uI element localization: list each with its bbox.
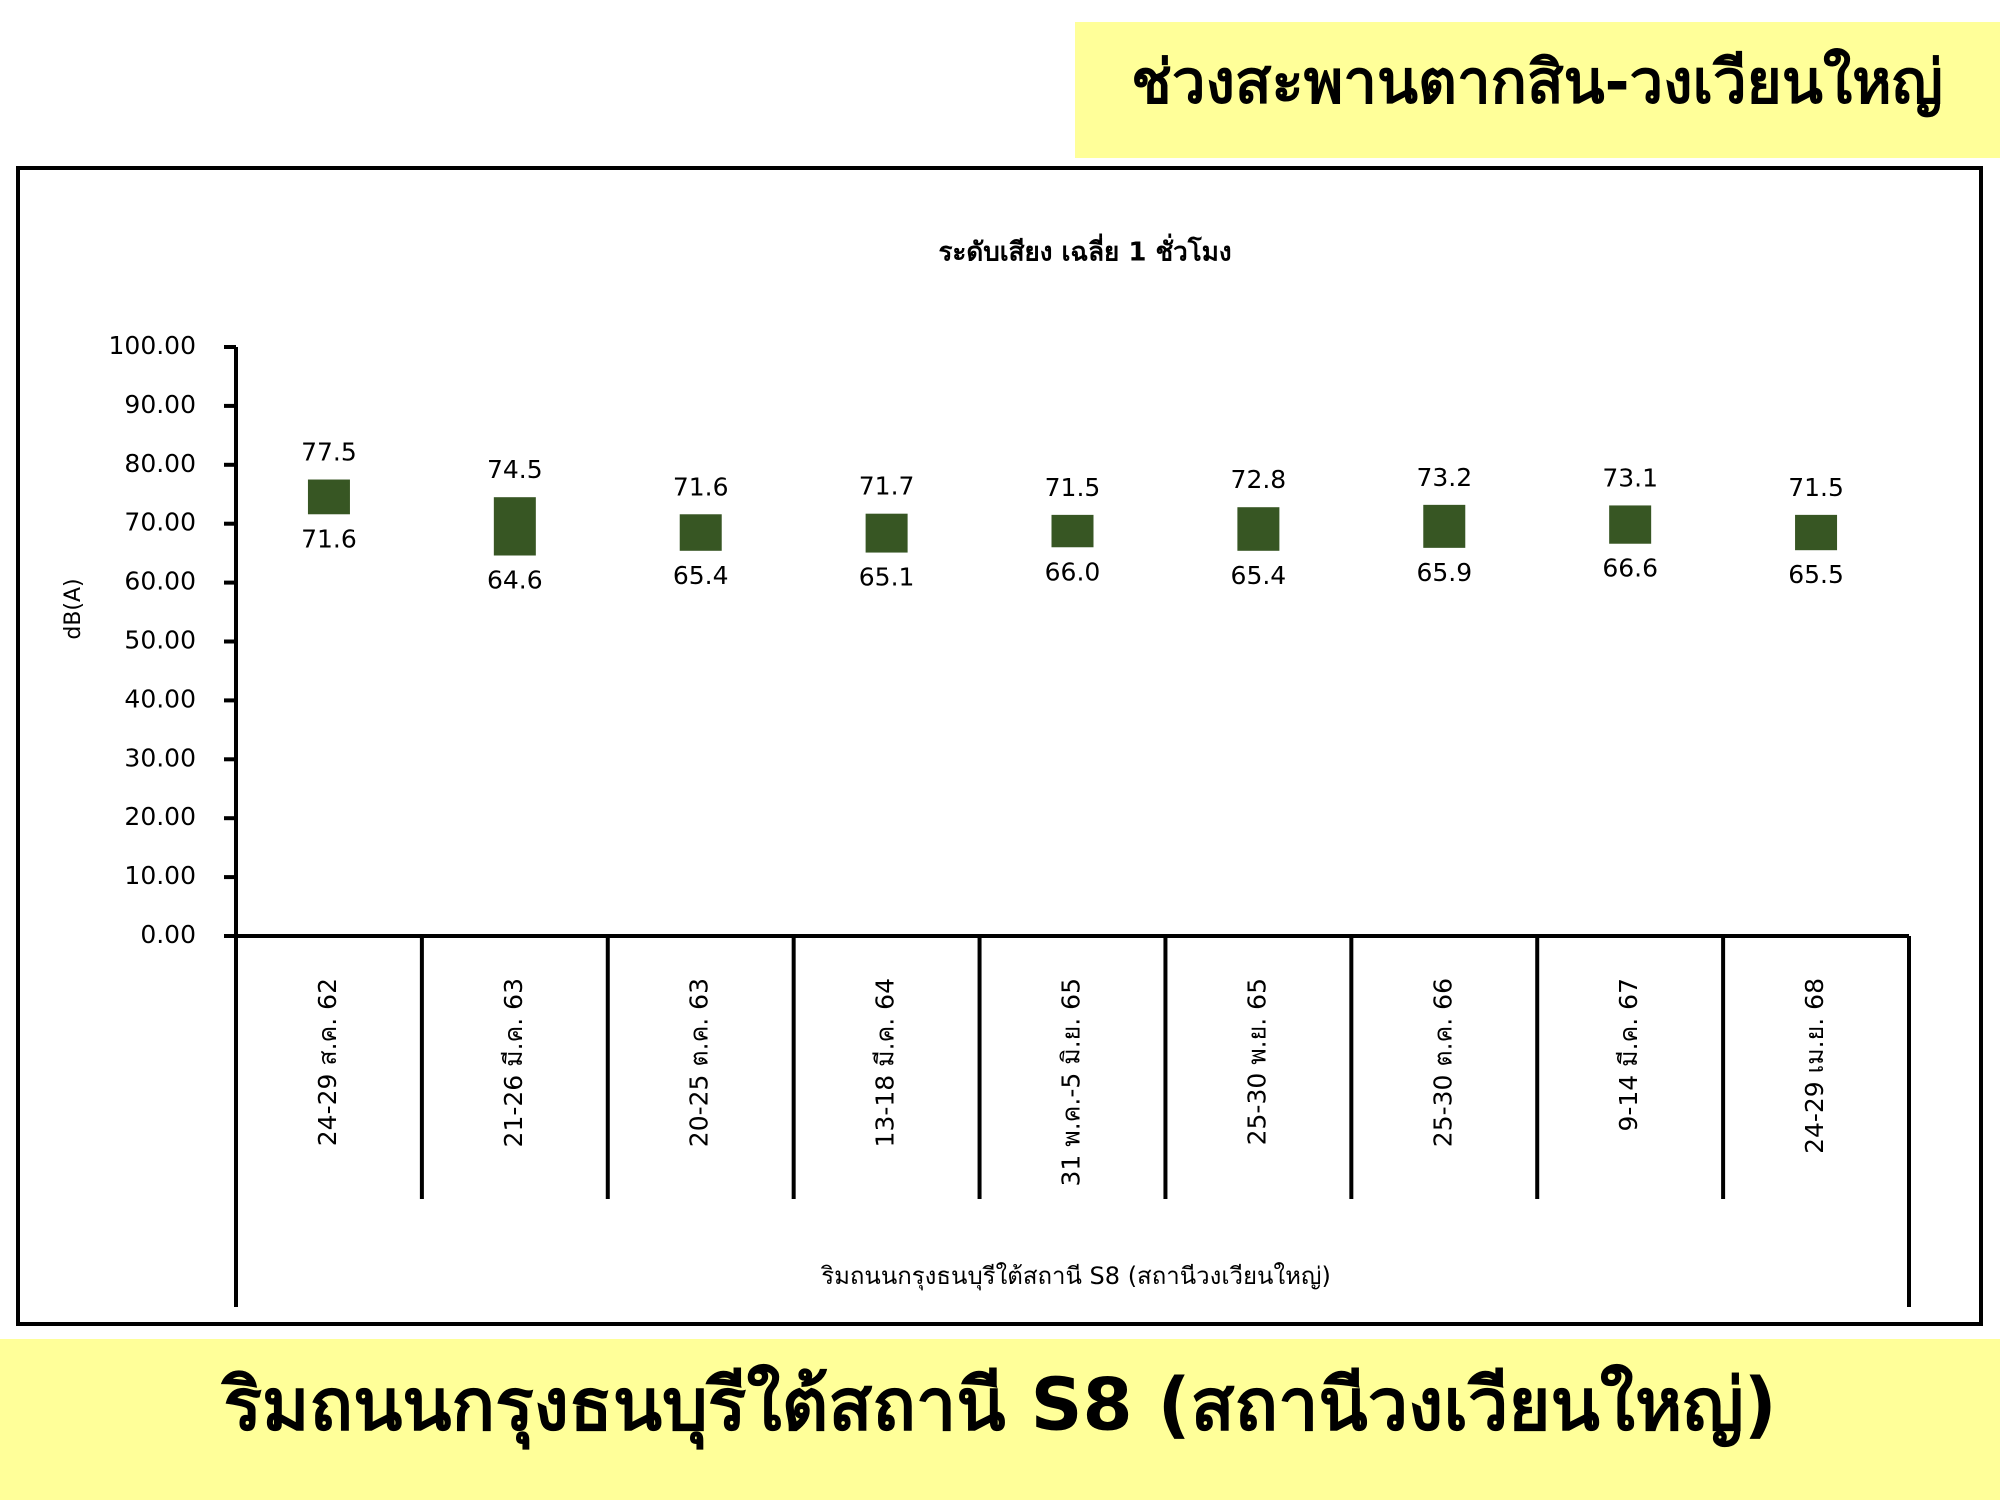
x-tick-label: 21-26 มี.ค. 63 — [499, 978, 528, 1147]
header-title: ช่วงสะพานตากสิน-วงเวียนใหญ่ — [1131, 48, 1943, 118]
y-tick-label: 50.00 — [124, 626, 196, 655]
range-bar — [493, 497, 536, 556]
range-bar — [307, 479, 350, 515]
y-tick-label: 90.00 — [124, 390, 196, 419]
footer-banner — [0, 1339, 2000, 1500]
low-label: 71.6 — [301, 524, 357, 553]
y-tick-label: 60.00 — [124, 567, 196, 596]
high-label: 71.5 — [1045, 473, 1101, 502]
high-label: 71.6 — [673, 472, 729, 501]
range-bar — [1237, 507, 1280, 551]
low-label: 65.4 — [1231, 561, 1287, 590]
high-label: 72.8 — [1231, 465, 1287, 494]
chart-frame — [16, 166, 1983, 1326]
range-bar — [1795, 514, 1838, 551]
high-label: 74.5 — [487, 455, 543, 484]
y-tick-label: 80.00 — [124, 449, 196, 478]
x-tick-label: 31 พ.ค.-5 มิ.ย. 65 — [1057, 978, 1086, 1187]
high-label: 71.5 — [1788, 473, 1844, 502]
x-tick-label: 9-14 มี.ค. 67 — [1614, 978, 1643, 1132]
x-tick-label: 24-29 เม.ย. 68 — [1800, 978, 1829, 1154]
x-tick-label: 13-18 มี.ค. 64 — [871, 978, 900, 1147]
y-tick-label: 0.00 — [140, 920, 196, 949]
chart-title: ระดับเสียง เฉลี่ย 1 ชั่วโมง — [938, 233, 1231, 268]
y-tick-label: 100.00 — [109, 331, 196, 360]
y-tick-label: 10.00 — [124, 861, 196, 890]
low-label: 64.6 — [487, 566, 543, 595]
range-bar — [865, 513, 908, 553]
low-label: 66.6 — [1602, 554, 1658, 583]
low-label: 65.5 — [1788, 560, 1844, 589]
y-axis-label: dB(A) — [61, 578, 86, 639]
y-tick-label: 70.00 — [124, 508, 196, 537]
range-bar — [1423, 504, 1466, 548]
high-label: 73.2 — [1416, 463, 1472, 492]
x-tick-label: 20-25 ต.ค. 63 — [685, 978, 714, 1147]
footer-title: ริมถนนกรุงธนบุรีใต้สถานี S8 (สถานีวงเวีย… — [220, 1363, 1777, 1451]
low-label: 65.9 — [1416, 558, 1472, 587]
x-tick-label: 25-30 พ.ย. 65 — [1242, 978, 1271, 1145]
low-label: 65.1 — [859, 563, 915, 592]
header-banner — [1075, 22, 2000, 158]
range-bar — [1609, 505, 1652, 544]
x-tick-label: 24-29 ส.ค. 62 — [313, 978, 342, 1146]
high-label: 73.1 — [1602, 463, 1658, 492]
low-label: 65.4 — [673, 561, 729, 590]
range-bar — [679, 514, 722, 551]
range-bar — [1051, 514, 1094, 548]
x-axis-label: ริมถนนกรุงธนบุรีใต้สถานี S8 (สถานีวงเวีย… — [820, 1262, 1331, 1291]
high-label: 71.7 — [859, 472, 915, 501]
high-label: 77.5 — [301, 438, 357, 467]
x-tick-label: 25-30 ต.ค. 66 — [1428, 978, 1457, 1147]
y-tick-label: 40.00 — [124, 684, 196, 713]
y-tick-label: 30.00 — [124, 743, 196, 772]
low-label: 66.0 — [1045, 557, 1101, 586]
y-tick-label: 20.00 — [124, 802, 196, 831]
